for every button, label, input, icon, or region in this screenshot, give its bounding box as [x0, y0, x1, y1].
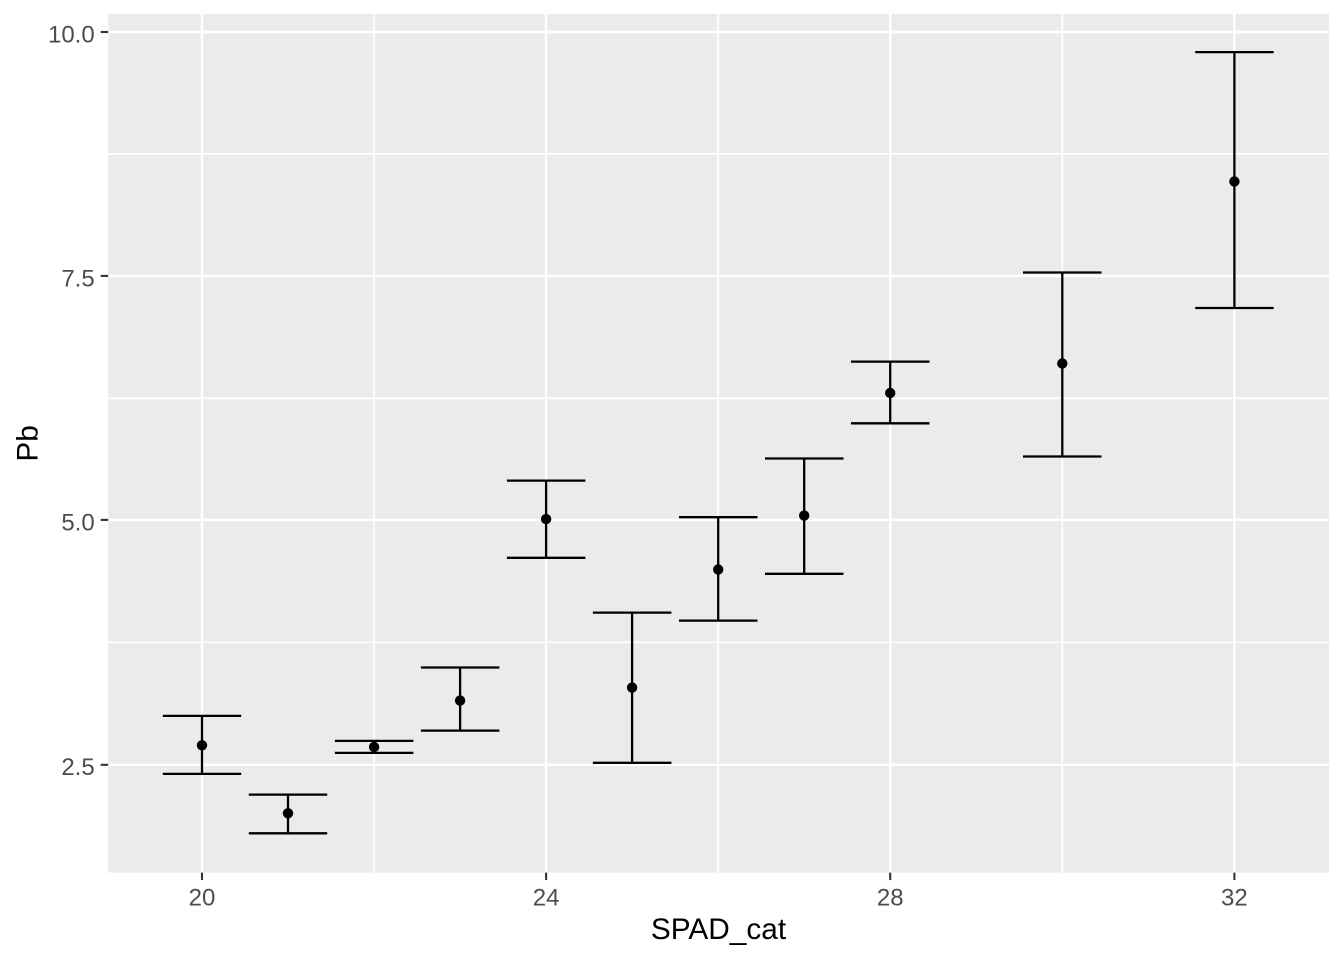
svg-text:7.5: 7.5: [61, 265, 94, 292]
svg-text:2.5: 2.5: [61, 754, 94, 781]
svg-text:5.0: 5.0: [61, 509, 94, 536]
svg-text:SPAD_cat: SPAD_cat: [651, 913, 787, 946]
svg-text:20: 20: [189, 885, 216, 912]
svg-text:24: 24: [533, 885, 560, 912]
svg-text:Pb: Pb: [11, 425, 44, 461]
svg-text:32: 32: [1221, 885, 1248, 912]
svg-text:10.0: 10.0: [48, 21, 95, 48]
svg-text:28: 28: [877, 885, 904, 912]
